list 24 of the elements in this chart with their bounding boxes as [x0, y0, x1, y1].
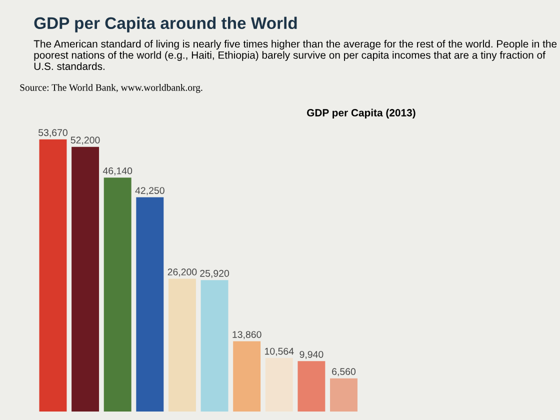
bar [200, 280, 228, 412]
data-label: 9,940 [300, 350, 324, 360]
bar [104, 178, 132, 412]
bar [136, 197, 164, 412]
data-label: 52,200 [70, 136, 100, 145]
data-label: 25,920 [200, 270, 230, 278]
chart-subtitle: The American standard of living is nearly five times higher than the average for the rest of the world. People in the poorest nations of the world (e.g., Haiti, Ethiopia) barely survive on per capita incomes that are a tiny fraction of U.S. standards. [34, 40, 557, 70]
bar [168, 278, 196, 412]
source-note: Source: The World Bank, www.worldbank.org. [20, 84, 202, 93]
bar [265, 358, 293, 412]
data-label: 26,200 [168, 268, 197, 277]
data-label: 53,670 [38, 129, 68, 138]
data-label: 46,140 [102, 167, 132, 176]
bar [298, 361, 326, 412]
chart-title: GDP per Capita around the World [34, 16, 297, 32]
data-label: 10,564 [265, 348, 294, 356]
text: GDP per Capita (2013) [307, 108, 416, 118]
bar [72, 146, 100, 412]
bar [39, 139, 67, 412]
bar [233, 341, 261, 412]
data-label: 13,860 [232, 331, 262, 340]
data-label: 6,560 [332, 368, 356, 376]
bar [330, 378, 358, 412]
data-label: 42,250 [135, 187, 164, 196]
